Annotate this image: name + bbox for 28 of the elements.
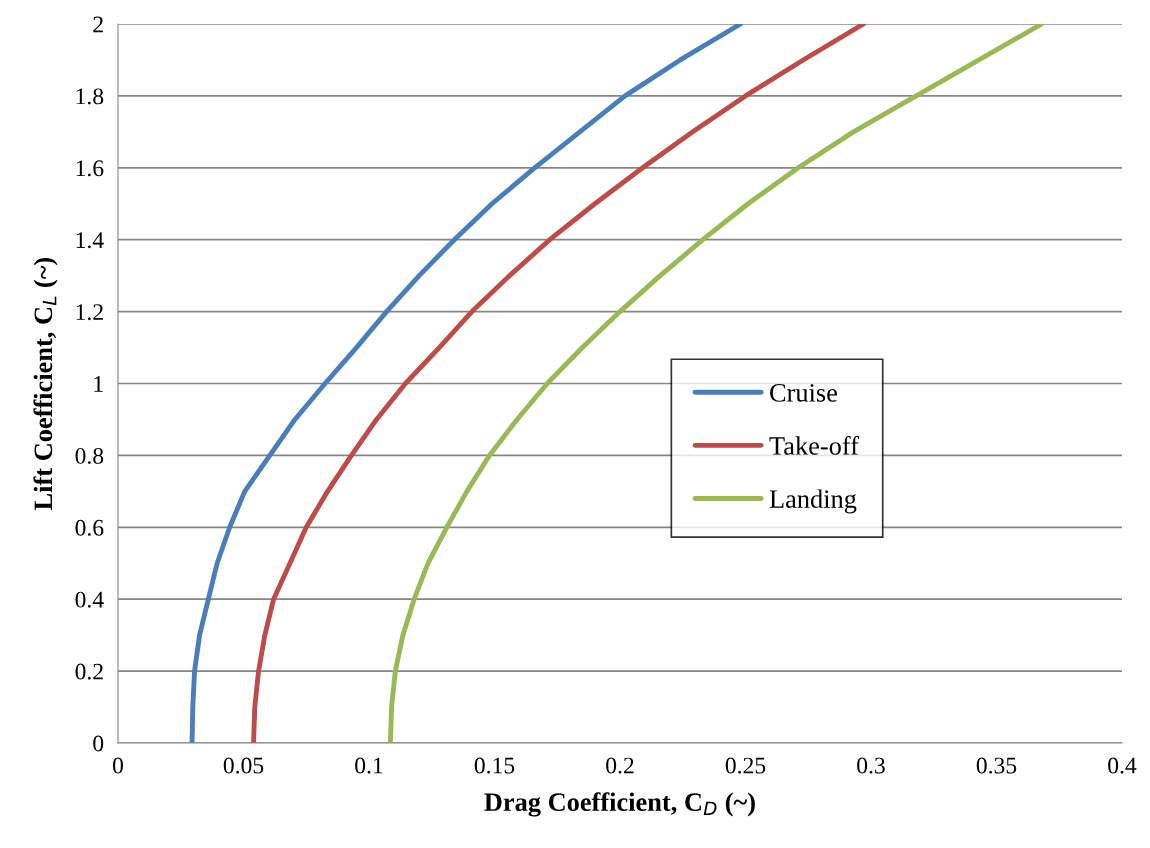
x-tick-label: 0.05	[223, 757, 264, 774]
y-tick-label: 0	[93, 735, 104, 752]
x-axis-title: Drag Coefficient, C$_{D}$ (~)	[484, 792, 755, 817]
legend-label: Landing	[769, 489, 857, 514]
legend-label: Take-off	[769, 436, 859, 455]
x-tick-label: 0.4	[1108, 757, 1137, 774]
y-tick-label: 1.2	[76, 304, 103, 321]
x-tick-label: 0.1	[355, 757, 383, 774]
y-tick-label: 1.8	[76, 88, 104, 105]
x-tick-label: 0.25	[725, 757, 766, 774]
y-tick-label: 0.4	[75, 591, 104, 608]
x-tick-label: 0	[113, 757, 123, 774]
x-tick-label: 0.3	[857, 757, 885, 774]
x-tick-label: 0.2	[606, 757, 634, 774]
y-tick-label: 1.6	[76, 160, 104, 177]
line-series	[189, 24, 743, 743]
y-tick-label: 0.6	[75, 519, 104, 536]
y-tick-label: 0.2	[75, 663, 103, 680]
line-series	[387, 24, 1045, 743]
y-tick-label: 1	[94, 376, 103, 392]
y-axis-title: Lift Coefficient, C$_{L}$ (~)	[33, 257, 58, 510]
y-tick-label: 1.4	[76, 232, 104, 249]
x-tick-label: 0.15	[474, 757, 515, 774]
y-tick-label: 0.8	[75, 447, 104, 464]
line-series	[251, 24, 866, 743]
legend-label: Cruise	[770, 384, 837, 402]
x-tick-label: 0.35	[976, 757, 1017, 774]
y-tick-label: 2	[93, 16, 103, 33]
